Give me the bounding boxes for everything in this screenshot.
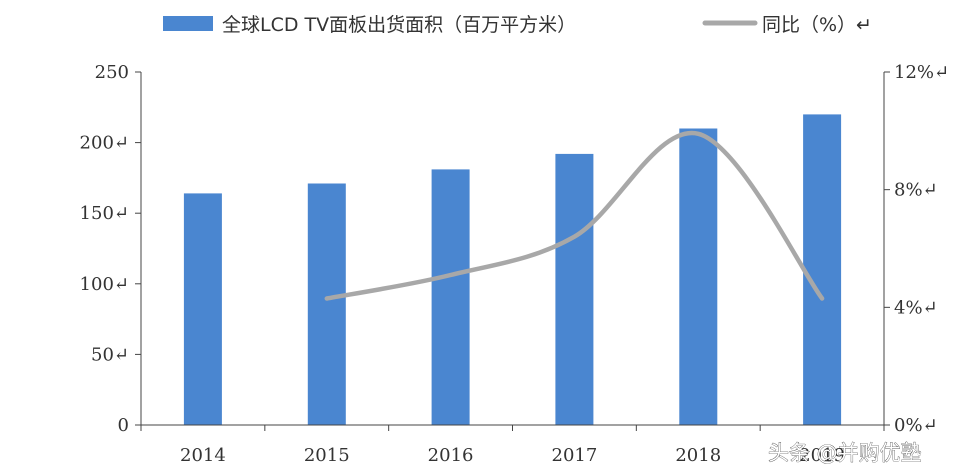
- plot-area: 050↵100↵150↵200↵250 0%↵4%↵8%↵12%↵ 2014 20…: [80, 62, 950, 466]
- left-tick-label-200: 200↵: [80, 133, 129, 154]
- right-y-axis: 0%↵ 4%↵ 8%↵ 12%↵: [883, 62, 949, 436]
- left-tick-label-250: 250: [95, 62, 129, 83]
- x-tick-label-2019: 2019: [799, 445, 845, 466]
- left-tick-label-0: 0: [118, 415, 129, 436]
- x-tick-label-2016: 2016: [428, 445, 474, 466]
- x-tick-label-2015: 2015: [304, 445, 350, 466]
- left-tick-label-50: 50↵: [91, 344, 129, 365]
- bar-series: [183, 114, 842, 426]
- watermark-text: 头条 @并购优塾: [768, 441, 922, 465]
- bar-2014: [183, 193, 222, 425]
- x-axis: 2014 2015 2016 2017 2018 2019: [140, 424, 885, 466]
- x-tick-label-2017: 2017: [552, 445, 598, 466]
- legend-swatch-bar-series: [163, 16, 213, 31]
- right-tick-label-0: 0%↵: [894, 415, 938, 436]
- bar-2018: [679, 128, 718, 425]
- left-y-axis: 0 50↵ 100↵ 150↵ 200↵ 250: [80, 62, 142, 436]
- bar-2016: [431, 169, 470, 425]
- right-tick-label-8: 8%↵: [894, 180, 938, 201]
- right-tick-label-4: 4%↵: [894, 297, 938, 318]
- left-tick-label-100: 100↵: [80, 274, 129, 295]
- legend-label-line-series: 同比（%）↵: [762, 14, 872, 36]
- legend-label-bar-series: 全球LCD TV面板出货面积（百万平方米）: [222, 14, 576, 36]
- x-tick-label-2014: 2014: [180, 445, 226, 466]
- line-series-path: [324, 130, 825, 301]
- left-tick-label-150: 150↵: [80, 203, 129, 224]
- line-series: [324, 130, 825, 301]
- bar-2015: [307, 183, 346, 425]
- right-tick-label-12: 12%↵: [894, 62, 949, 83]
- x-tick-label-2018: 2018: [675, 445, 721, 466]
- bar-2017: [555, 153, 594, 425]
- bar-2019: [803, 114, 842, 426]
- legend: 全球LCD TV面板出货面积（百万平方米） 同比（%）↵: [163, 14, 872, 36]
